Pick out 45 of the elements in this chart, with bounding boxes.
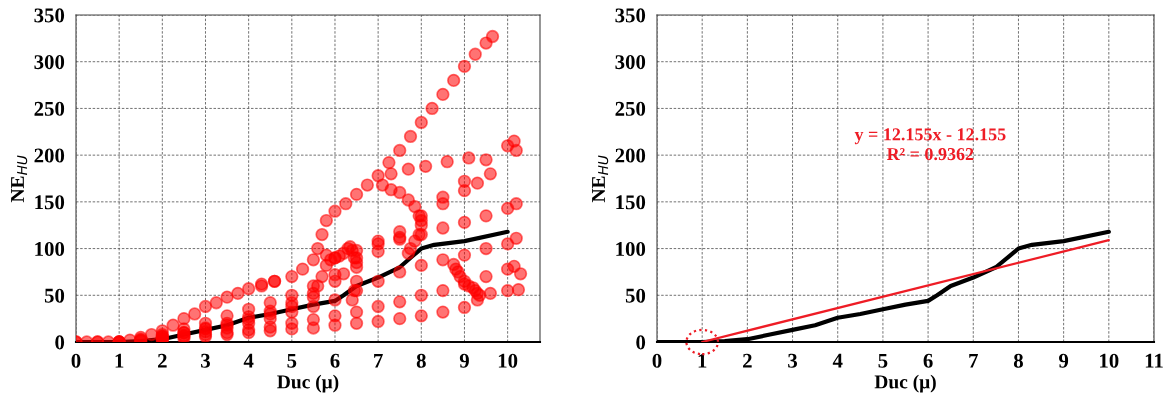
y-tick-label: 200 [615, 148, 646, 163]
x-tick-label: 0 [652, 353, 662, 368]
annotation: y = 12.155x - 12.155 [854, 128, 1006, 145]
x-axis-title: Duc (μ) [874, 374, 936, 393]
y-tick-label: 150 [616, 195, 646, 210]
x-tick-label: 7 [969, 353, 978, 368]
x-tick-label: 7 [374, 353, 383, 368]
y-tick-label: 300 [615, 55, 646, 70]
x-tick-label: 4 [243, 353, 254, 368]
x-tick-label: 9 [459, 353, 469, 368]
x-tick-label: 6 [923, 353, 933, 368]
y-tick-label: 250 [615, 101, 646, 116]
x-tick-label: 10 [1100, 353, 1119, 368]
x-tick-label: 3 [788, 353, 798, 368]
y-tick-label: 150 [35, 195, 65, 210]
x-tick-label: 2 [743, 353, 752, 368]
x-tick-label: 6 [330, 353, 340, 368]
y-axis-title: NE$_{HU}$ [11, 155, 28, 203]
y-tick-label: 50 [44, 288, 65, 303]
y-tick-label: 250 [34, 101, 65, 116]
x-tick-label: 8 [1013, 353, 1023, 368]
y-axis-title: NE$_{HU}$ [592, 155, 609, 203]
annotation: R² = 0.9362 [886, 147, 974, 161]
y-tick-label: 50 [625, 288, 646, 303]
y-tick-label: 0 [55, 335, 65, 350]
y-tick-label: 100 [616, 241, 646, 256]
x-axis-title: Duc (μ) [277, 374, 339, 393]
x-tick-label: 9 [1059, 353, 1069, 368]
x-tick-label: 5 [878, 353, 888, 368]
y-tick-label: 350 [34, 8, 65, 23]
x-tick-label: 1 [115, 353, 124, 368]
x-tick-label: 10 [498, 353, 518, 368]
x-tick-label: 0 [71, 353, 81, 368]
x-tick-label: 5 [287, 353, 297, 368]
y-tick-label: 350 [615, 8, 646, 23]
y-tick-label: 300 [34, 55, 65, 70]
x-tick-label: 2 [157, 353, 167, 368]
y-tick-label: 0 [636, 335, 646, 350]
x-tick-label: 8 [416, 353, 426, 368]
x-tick-label: 4 [832, 353, 843, 368]
y-tick-label: 200 [34, 148, 65, 163]
x-tick-label: 1 [698, 353, 707, 368]
y-tick-label: 100 [35, 241, 65, 256]
x-tick-label: 3 [201, 353, 210, 368]
x-tick-label: 11 [1145, 353, 1163, 368]
